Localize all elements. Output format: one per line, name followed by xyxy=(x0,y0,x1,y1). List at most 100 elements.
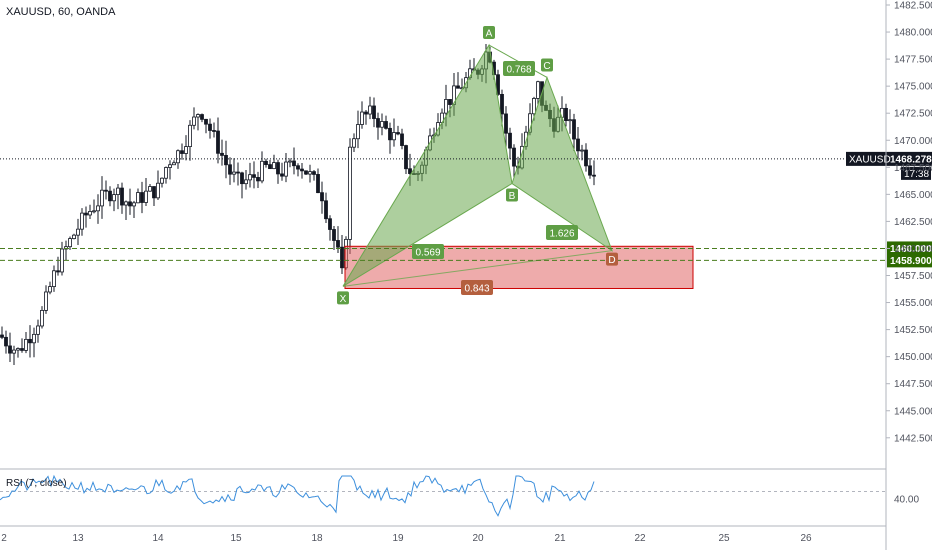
candle-up xyxy=(68,238,72,248)
candle-up xyxy=(96,205,100,212)
candle-down xyxy=(220,152,224,156)
candle-up xyxy=(392,132,396,141)
candle-down xyxy=(564,107,568,121)
candle-down xyxy=(152,186,156,199)
chart-title: XAUUSD, 60, OANDA xyxy=(6,6,116,18)
countdown-label: 17:38 xyxy=(904,169,929,180)
price-tick-label: 1442.500 xyxy=(894,433,932,444)
candle-up xyxy=(352,138,356,148)
price-tick-label: 1462.500 xyxy=(894,217,932,228)
candle-up xyxy=(568,119,572,122)
candle-down xyxy=(252,174,256,178)
candle-up xyxy=(368,105,372,115)
candle-up xyxy=(260,160,264,182)
candle-down xyxy=(496,74,500,95)
candle-up xyxy=(112,194,116,202)
candle-up xyxy=(156,182,160,199)
price-tick-label: 1445.000 xyxy=(894,406,932,417)
candle-down xyxy=(120,187,124,206)
candle-down xyxy=(396,132,400,135)
candle-down xyxy=(336,240,340,248)
candle-up xyxy=(536,81,540,99)
candle-down xyxy=(256,177,260,182)
candle-down xyxy=(216,130,220,154)
price-tick-label: 1477.500 xyxy=(894,55,932,66)
candle-down xyxy=(400,133,404,146)
candle-down xyxy=(0,334,4,338)
candle-up xyxy=(348,146,352,240)
pattern-point-label: B xyxy=(509,191,516,202)
candle-down xyxy=(384,121,388,129)
pattern-xab-triangle xyxy=(342,43,513,287)
prz-zone xyxy=(344,245,694,289)
candle-up xyxy=(72,234,76,239)
candle-up xyxy=(172,162,176,166)
pattern-point-badge xyxy=(337,291,349,305)
candle-up xyxy=(188,124,192,147)
candle-down xyxy=(228,164,232,175)
ratio-badge xyxy=(461,280,493,295)
candle-up xyxy=(284,161,288,177)
price-tick-label: 1455.000 xyxy=(894,298,932,309)
candle-down xyxy=(292,160,296,167)
candle-up xyxy=(308,171,312,175)
candle-down xyxy=(588,165,592,176)
current-price-label: 1468.278 xyxy=(890,154,932,165)
candle-down xyxy=(8,345,12,354)
price-tick-label: 1460.000 xyxy=(894,244,932,255)
rsi-line xyxy=(0,474,595,517)
time-tick-label: 13 xyxy=(72,533,84,544)
candle-up xyxy=(92,210,96,213)
candle-up xyxy=(124,201,128,206)
candle-down xyxy=(328,218,332,230)
time-tick-label: 20 xyxy=(472,533,484,544)
candle-down xyxy=(320,192,324,202)
candle-up xyxy=(244,179,248,185)
candle-up xyxy=(48,286,52,293)
price-tick-label: 1452.500 xyxy=(894,325,932,336)
candle-up xyxy=(64,246,68,250)
pattern-point-label: X xyxy=(340,294,347,305)
candle-down xyxy=(4,336,8,347)
level-price-label: 1460.000 xyxy=(890,244,932,255)
candle-up xyxy=(356,124,360,140)
candle-down xyxy=(332,229,336,241)
candle-down xyxy=(104,189,108,192)
candle-down xyxy=(128,201,132,207)
candle-down xyxy=(504,113,508,134)
candle-down xyxy=(208,123,212,131)
candle-up xyxy=(176,150,180,164)
candle-up xyxy=(196,114,200,118)
candle-down xyxy=(20,348,24,351)
candle-up xyxy=(444,99,448,114)
candle-up xyxy=(52,270,56,287)
candle-up xyxy=(580,149,584,152)
candle-up xyxy=(80,212,84,230)
candle-down xyxy=(264,160,268,165)
candle-up xyxy=(248,174,252,181)
candle-up xyxy=(380,121,384,128)
candle-up xyxy=(116,187,120,195)
candle-up xyxy=(36,325,40,335)
candle-down xyxy=(204,118,208,125)
candle-down xyxy=(408,168,412,174)
candle-down xyxy=(300,168,304,172)
time-tick-label: 25 xyxy=(718,533,730,544)
candle-down xyxy=(448,99,452,105)
candle-down xyxy=(84,212,88,216)
candle-down xyxy=(296,165,300,170)
ratio-label: 0.768 xyxy=(506,65,531,76)
candle-down xyxy=(500,94,504,115)
candle-up xyxy=(232,171,236,175)
candle-up xyxy=(76,228,80,236)
candle-up xyxy=(40,309,44,327)
candle-down xyxy=(268,164,272,170)
candle-up xyxy=(100,189,104,207)
candle-down xyxy=(280,173,284,177)
time-tick-label: 2 xyxy=(1,533,7,544)
level-price-tag xyxy=(887,253,932,268)
current-price-tag xyxy=(846,151,932,166)
candle-down xyxy=(312,171,316,175)
candle-up xyxy=(44,291,48,311)
